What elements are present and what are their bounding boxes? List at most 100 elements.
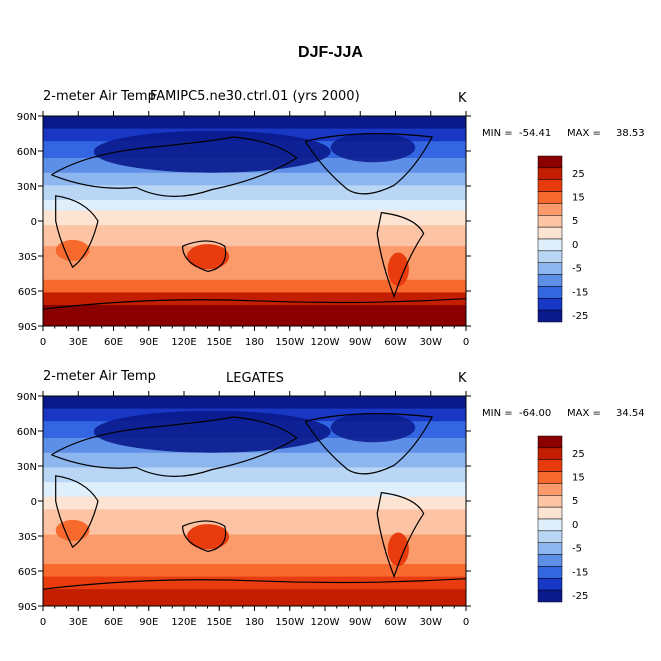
panel1-colorbar-label: 15 <box>572 193 585 204</box>
panel1-colorbar-swatch <box>537 274 563 287</box>
panel1-colorbar-swatch <box>537 191 563 204</box>
panel2-x-tick-label: 60E <box>104 617 123 628</box>
panel1-band <box>43 210 466 226</box>
panel1-map: 0 30E 60E 90E 120E 150E 180 150W 120W 90W 60W 30W 09… <box>17 111 588 348</box>
panel1-y-tick-label: 30N <box>17 182 37 193</box>
panel2-band <box>43 589 466 606</box>
panel2-map: 0 30E 60E 90E 120E 150E 180 150W 120W 90W 60W 30W 09… <box>17 391 588 628</box>
panel1-colorbar-swatch <box>537 262 563 275</box>
panel1-colorbar-swatch <box>537 298 563 311</box>
panel2-colorbar-label: -15 <box>572 567 588 578</box>
panel2-field <box>43 396 466 606</box>
panel2-colorbar-swatch <box>537 483 563 496</box>
panel1-x-tick-label: 60W <box>384 337 407 348</box>
panel1-y-tick-label: 0 <box>31 217 37 228</box>
panel2-colorbar-label: -25 <box>572 591 588 602</box>
panel2-band <box>43 576 466 590</box>
panel2-x-tick-label: 30E <box>69 617 88 628</box>
panel1-colorbar-label: -5 <box>572 264 582 275</box>
panel2-x-tick-label: 120W <box>311 617 340 628</box>
panel2-min-value: -64.00 <box>519 408 552 419</box>
panel2-africa-warm <box>55 519 90 541</box>
panel1-x-tick-label: 30W <box>419 337 442 348</box>
panel2-band <box>43 496 466 510</box>
panel1-band <box>43 200 466 211</box>
panel2-y-tick-label: 30S <box>18 532 37 543</box>
panel2-coast-eurasia <box>51 416 298 477</box>
panel1-x-tick-label: 30E <box>69 337 88 348</box>
panel1-colorbar-swatch <box>537 155 563 169</box>
panel1-colorbar-swatch <box>537 238 563 252</box>
panel1-colorbar-label: 5 <box>572 216 578 227</box>
panel2-coast-africa <box>55 475 99 549</box>
panel1-center-label: FAMIPC5.ne30.ctrl.01 (yrs 2000) <box>150 89 360 104</box>
panel2-x-tick-label: 180 <box>245 617 264 628</box>
panel2-coast-australia <box>181 520 227 553</box>
panel1-coast-australia <box>181 240 227 273</box>
panel2-y-tick-label: 90N <box>17 392 37 403</box>
panel2-x-tick-label: 90W <box>349 617 372 628</box>
panel1-colorbar-swatch <box>537 203 563 216</box>
panel2-x-tick-label: 150E <box>207 617 232 628</box>
panel2-x-tick-label: 90E <box>139 617 158 628</box>
panel1-colorbar-swatch <box>537 215 563 228</box>
panel2-colorbar-swatch <box>537 589 563 603</box>
panel2-band <box>43 564 466 578</box>
panel2-colorbar-label: 25 <box>572 449 585 460</box>
panel2-colorbar-swatch <box>537 447 563 460</box>
panel1-min-label: MIN = <box>482 128 513 139</box>
panel2-x-tick-label: 0 <box>463 617 469 628</box>
panel1-colorbar-swatch <box>537 179 563 192</box>
panel1-colorbar-swatch <box>537 286 563 299</box>
panel2-x-tick-label: 0 <box>40 617 46 628</box>
panel2-min-label: MIN = <box>482 408 513 419</box>
panel1-units: K <box>458 91 467 106</box>
page-title: DJF-JJA <box>298 44 363 61</box>
panel2-y-tick-label: 90S <box>18 602 37 613</box>
panel1-band <box>43 225 466 247</box>
panel1-colorbar-swatch <box>537 226 563 240</box>
panel2-x-tick-label: 60W <box>384 617 407 628</box>
panel1-band <box>43 185 466 201</box>
panel1-samerica-warm <box>387 252 409 287</box>
panel1-y-tick-label: 90S <box>18 322 37 333</box>
panel2-max-label: MAX = <box>567 408 601 419</box>
panel2-x-tick-label: 120E <box>171 617 196 628</box>
panel1-y-tick-label: 30S <box>18 252 37 263</box>
panel2-band <box>43 509 466 536</box>
panel2-colorbar-swatch <box>537 566 563 579</box>
panel1-colorbar-label: 25 <box>572 169 585 180</box>
panel2-y-tick-label: 0 <box>31 497 37 508</box>
panel1-band <box>43 279 466 293</box>
panel1-field <box>43 116 466 326</box>
panel1-australia-warm <box>186 244 230 270</box>
panel2-colorbar-swatch <box>537 542 563 555</box>
panel1-colorbar-swatch <box>537 250 563 263</box>
panel2-colorbar-swatch <box>537 435 563 449</box>
panel1-max-value: 38.53 <box>616 128 645 139</box>
panel2-colorbar-label: 15 <box>572 473 585 484</box>
panel2-band <box>43 396 466 410</box>
panel1-y-tick-label: 90N <box>17 112 37 123</box>
panel1-eurasia-cold <box>93 130 331 173</box>
panel2-colorbar-swatch <box>537 518 563 532</box>
panel2-colorbar-swatch <box>537 578 563 591</box>
panel1-x-tick-label: 60E <box>104 337 123 348</box>
panel1-x-tick-label: 150W <box>275 337 304 348</box>
panel2-namerica-cold <box>330 412 416 443</box>
panel2-colorbar-swatch <box>537 530 563 543</box>
panel1-y-tick-label: 60S <box>18 287 37 298</box>
panel1-min-value: -54.41 <box>519 128 552 139</box>
panel1-y-tick-label: 60N <box>17 147 37 158</box>
panel2-max-value: 34.54 <box>616 408 645 419</box>
panel1-africa-warm <box>55 239 90 261</box>
panel1-x-tick-label: 180 <box>245 337 264 348</box>
panel1-colorbar-swatch <box>537 309 563 323</box>
panel2-band <box>43 452 466 468</box>
panel1-coast-antarctica <box>42 298 467 310</box>
panel2-y-tick-label: 60S <box>18 567 37 578</box>
panel2-colorbar-swatch <box>537 471 563 484</box>
panel2-band <box>43 467 466 483</box>
panel1-x-tick-label: 0 <box>463 337 469 348</box>
